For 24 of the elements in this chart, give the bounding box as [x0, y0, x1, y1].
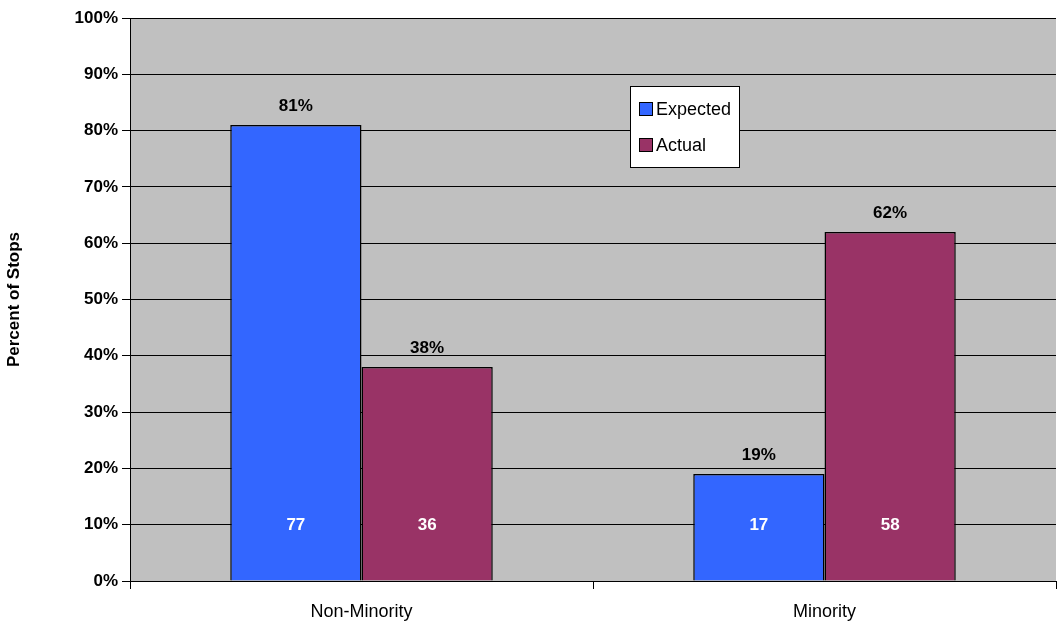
y-tick-label: 50% — [83, 289, 118, 309]
data-label: 19% — [741, 445, 776, 465]
data-label: 81% — [278, 96, 313, 116]
data-label: 62% — [873, 203, 908, 223]
legend-label: Expected — [656, 97, 732, 121]
x-tick-label: Minority — [792, 600, 857, 621]
legend-label: Actual — [656, 133, 707, 157]
y-tick-label: 20% — [83, 458, 118, 478]
data-label: 38% — [410, 338, 445, 358]
y-axis-title: Percent of Stops — [3, 231, 23, 368]
y-tick-label: 80% — [83, 120, 118, 140]
y-tick-label: 100% — [74, 7, 118, 27]
x-tick-label: Non-Minority — [310, 600, 413, 621]
annotation: 17 — [749, 514, 769, 534]
y-tick-label: 90% — [83, 63, 118, 83]
y-tick-label: 10% — [83, 514, 118, 534]
y-tick-label: 60% — [83, 232, 118, 252]
y-tick-label: 70% — [83, 176, 118, 196]
annotation: 77 — [286, 514, 306, 534]
annotation: 58 — [880, 514, 900, 534]
y-tick-label: 30% — [83, 401, 118, 421]
annotation: 36 — [417, 514, 437, 534]
y-tick-label: 0% — [93, 570, 118, 590]
y-tick-label: 40% — [83, 345, 118, 365]
